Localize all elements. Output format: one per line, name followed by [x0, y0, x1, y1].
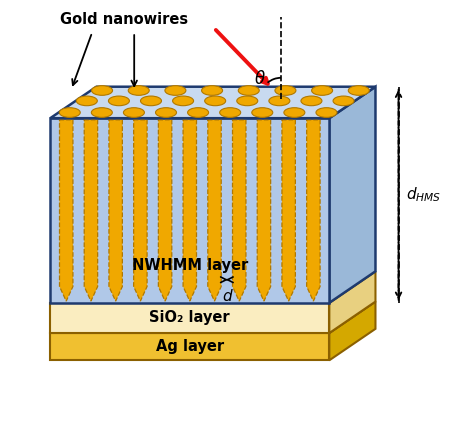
- Polygon shape: [257, 120, 271, 301]
- Ellipse shape: [188, 108, 209, 117]
- Ellipse shape: [252, 108, 273, 117]
- Polygon shape: [134, 120, 147, 301]
- Ellipse shape: [301, 96, 322, 106]
- Polygon shape: [158, 120, 172, 301]
- Ellipse shape: [237, 96, 258, 106]
- Polygon shape: [329, 272, 375, 333]
- Ellipse shape: [59, 108, 80, 117]
- Polygon shape: [109, 120, 122, 301]
- Text: Ag layer: Ag layer: [156, 339, 224, 354]
- Text: NWHMM layer: NWHMM layer: [132, 258, 248, 272]
- Text: SiO₂ layer: SiO₂ layer: [149, 310, 230, 325]
- Ellipse shape: [109, 96, 129, 106]
- Ellipse shape: [140, 96, 162, 106]
- Ellipse shape: [205, 96, 226, 106]
- Ellipse shape: [220, 108, 241, 117]
- Polygon shape: [50, 301, 375, 333]
- Ellipse shape: [316, 108, 337, 117]
- Polygon shape: [233, 120, 246, 301]
- Polygon shape: [50, 303, 329, 333]
- Polygon shape: [307, 120, 320, 301]
- Ellipse shape: [275, 85, 296, 95]
- Ellipse shape: [91, 108, 112, 117]
- Text: Gold nanowires: Gold nanowires: [60, 12, 188, 27]
- Polygon shape: [84, 120, 98, 301]
- Polygon shape: [208, 120, 221, 301]
- Text: θ: θ: [254, 69, 264, 88]
- Ellipse shape: [173, 96, 193, 106]
- Ellipse shape: [123, 108, 145, 117]
- Polygon shape: [50, 333, 329, 360]
- Polygon shape: [282, 120, 295, 301]
- Ellipse shape: [311, 85, 333, 95]
- Polygon shape: [50, 272, 375, 303]
- Ellipse shape: [269, 96, 290, 106]
- Ellipse shape: [201, 85, 223, 95]
- Ellipse shape: [155, 108, 176, 117]
- Ellipse shape: [76, 96, 97, 106]
- Polygon shape: [183, 120, 197, 301]
- Polygon shape: [50, 87, 375, 118]
- Ellipse shape: [284, 108, 305, 117]
- Text: $d_{HMS}$: $d_{HMS}$: [406, 185, 441, 204]
- Polygon shape: [60, 120, 73, 301]
- Ellipse shape: [238, 85, 259, 95]
- Polygon shape: [50, 118, 329, 303]
- Polygon shape: [329, 87, 375, 303]
- Text: d: d: [222, 289, 232, 304]
- Polygon shape: [329, 301, 375, 360]
- Ellipse shape: [128, 85, 149, 95]
- Ellipse shape: [165, 85, 186, 95]
- Ellipse shape: [333, 96, 354, 106]
- Ellipse shape: [91, 85, 112, 95]
- Ellipse shape: [348, 85, 369, 95]
